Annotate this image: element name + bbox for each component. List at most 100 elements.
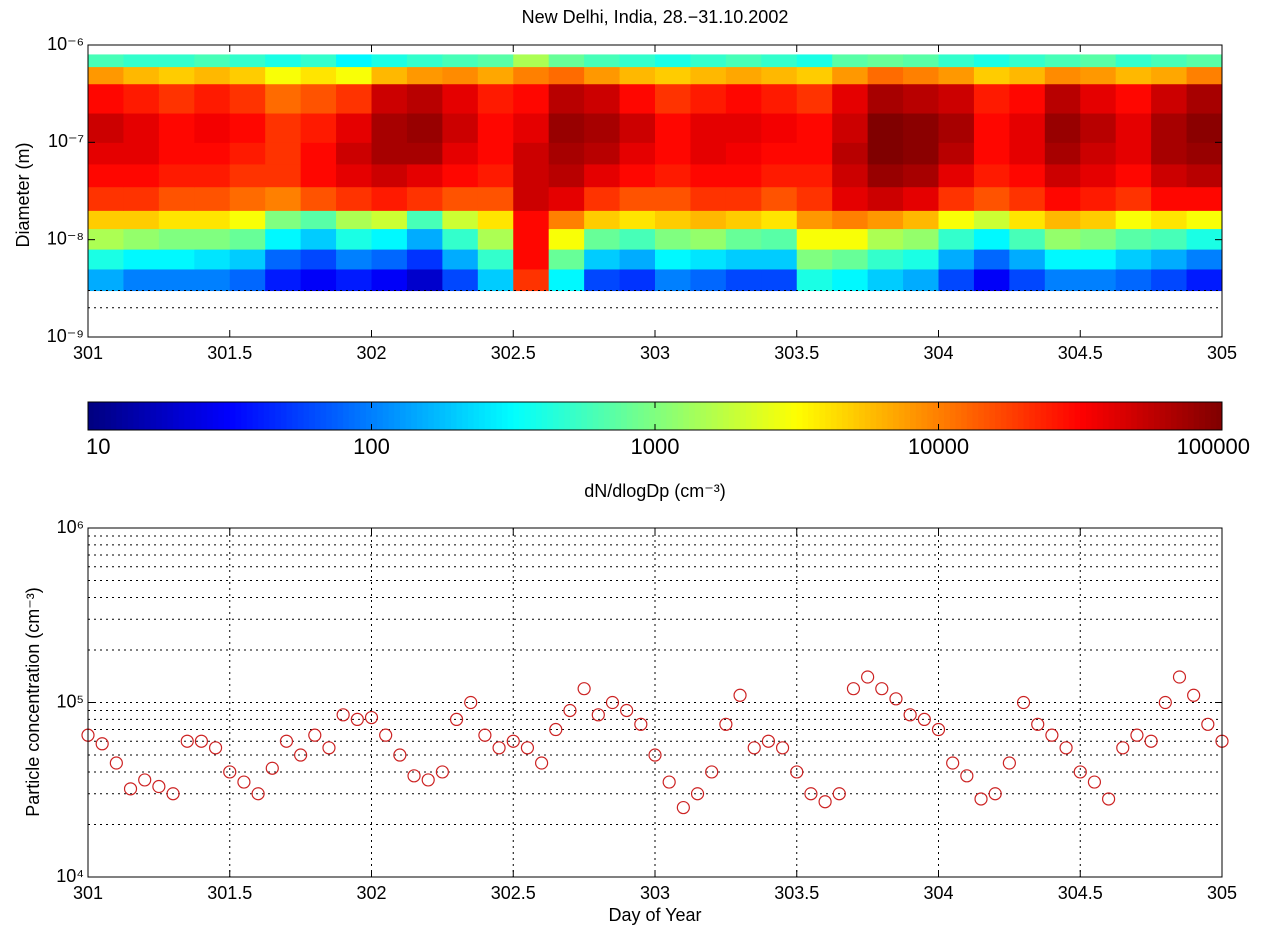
colorbar-segment [768, 402, 775, 430]
heatmap-cell [725, 83, 762, 114]
heatmap-cell [158, 249, 195, 270]
colorbar-segment [467, 402, 475, 430]
colorbar-segment [581, 402, 588, 430]
heatmap-cell [1151, 113, 1188, 143]
heatmap-cell [761, 66, 798, 85]
colorbar-segment [904, 402, 911, 430]
heatmap-cell [1044, 210, 1081, 230]
heatmap-cell [584, 66, 621, 85]
heatmap-cell [194, 249, 231, 270]
colorbar-segment [507, 402, 514, 430]
colorbar-segment [1153, 402, 1161, 430]
heatmap-cell [761, 228, 798, 250]
colorbar-segment [178, 402, 185, 430]
heatmap-cell [229, 186, 266, 211]
heatmap-cell [1044, 228, 1081, 250]
heatmap-cell [229, 113, 266, 143]
heatmap-cell [158, 210, 195, 230]
heatmap-cell [584, 268, 621, 292]
data-point [1059, 741, 1073, 755]
heatmap-cell [194, 66, 231, 85]
heatmap-cell [123, 66, 160, 85]
colorbar-segment [212, 402, 219, 430]
heatmap-cell [1151, 142, 1188, 165]
colorbar-segment [218, 402, 225, 430]
heatmap-cell [690, 54, 727, 68]
x-tick-label: 301.5 [207, 883, 252, 903]
heatmap-cell [123, 210, 160, 230]
heatmap-cell [619, 268, 656, 292]
colorbar-segment [246, 402, 253, 430]
heatmap-cell [548, 66, 585, 85]
heatmap-cell [88, 163, 124, 188]
heatmap-cell [903, 186, 939, 211]
heatmap-cell [1115, 113, 1152, 143]
heatmap-cell [1080, 163, 1117, 188]
colorbar-segment [173, 402, 180, 430]
heatmap-cell [761, 163, 798, 188]
colorbar-segment [133, 402, 140, 430]
heatmap-cell [1009, 163, 1046, 188]
colorbar-segment [1057, 402, 1064, 430]
heatmap-cell [1115, 186, 1152, 211]
colorbar-segment [445, 402, 452, 430]
colorbar-segment [689, 402, 696, 430]
colorbar-segment [450, 402, 458, 430]
colorbar-segment [955, 402, 962, 430]
heatmap-cell [619, 66, 656, 85]
colorbar-segment [524, 402, 531, 430]
heatmap-cell [123, 113, 160, 143]
x-tick-label: 305 [1207, 883, 1237, 903]
heatmap-cell [513, 83, 550, 114]
colorbar-tick-label: 100 [353, 434, 390, 459]
colorbar-segment [1176, 402, 1183, 430]
colorbar-segment [1068, 402, 1076, 430]
heatmap-cell [619, 142, 656, 165]
heatmap-cell [513, 142, 550, 165]
colorbar-segment [876, 402, 883, 430]
data-point [747, 741, 761, 755]
heatmap-cell [336, 249, 372, 270]
data-point [988, 787, 1002, 801]
heatmap-cell [442, 113, 479, 143]
heatmap-cell [832, 142, 869, 165]
heatmap-cell [584, 228, 621, 250]
colorbar-segment [422, 402, 429, 430]
heatmap-cell [761, 210, 798, 230]
heatmap-cell [725, 163, 762, 188]
heatmap-cell [1009, 268, 1046, 292]
heatmap-cell [1009, 228, 1046, 250]
heatmap-cell [513, 163, 550, 188]
heatmap-cell [1044, 249, 1081, 270]
heatmap-cell [229, 83, 266, 114]
heatmap-cell [903, 113, 939, 143]
colorbar-segment [513, 402, 520, 430]
data-point [875, 682, 889, 696]
colorbar-segment [1193, 402, 1200, 430]
heatmap-cell [619, 210, 656, 230]
colorbar-segment [1142, 402, 1149, 430]
colorbar-segment [609, 402, 616, 430]
heatmap-cell [1186, 163, 1223, 188]
data-point [790, 765, 804, 779]
heatmap-cell [265, 113, 302, 143]
colorbar-segment [343, 402, 350, 430]
colorbar-segment [1159, 402, 1166, 430]
colorbar-segment [615, 402, 622, 430]
y-tick-label: 10⁻⁹ [47, 326, 84, 346]
heatmap-cell [406, 268, 443, 292]
y-axis-label: Particle concentration (cm⁻³) [23, 587, 43, 817]
heatmap-cell [477, 83, 514, 114]
colorbar-segment [484, 402, 492, 430]
heatmap-cell [973, 210, 1010, 230]
data-point [903, 708, 917, 722]
heatmap-cell [371, 142, 408, 165]
heatmap-cell [229, 163, 266, 188]
colorbar-segment [700, 402, 707, 430]
heatmap-cell [123, 163, 160, 188]
heatmap-cell [300, 228, 337, 250]
heatmap-cell [88, 142, 124, 165]
heatmap-cell [619, 186, 656, 211]
heatmap-cell [832, 249, 869, 270]
heatmap-cell [300, 210, 337, 230]
